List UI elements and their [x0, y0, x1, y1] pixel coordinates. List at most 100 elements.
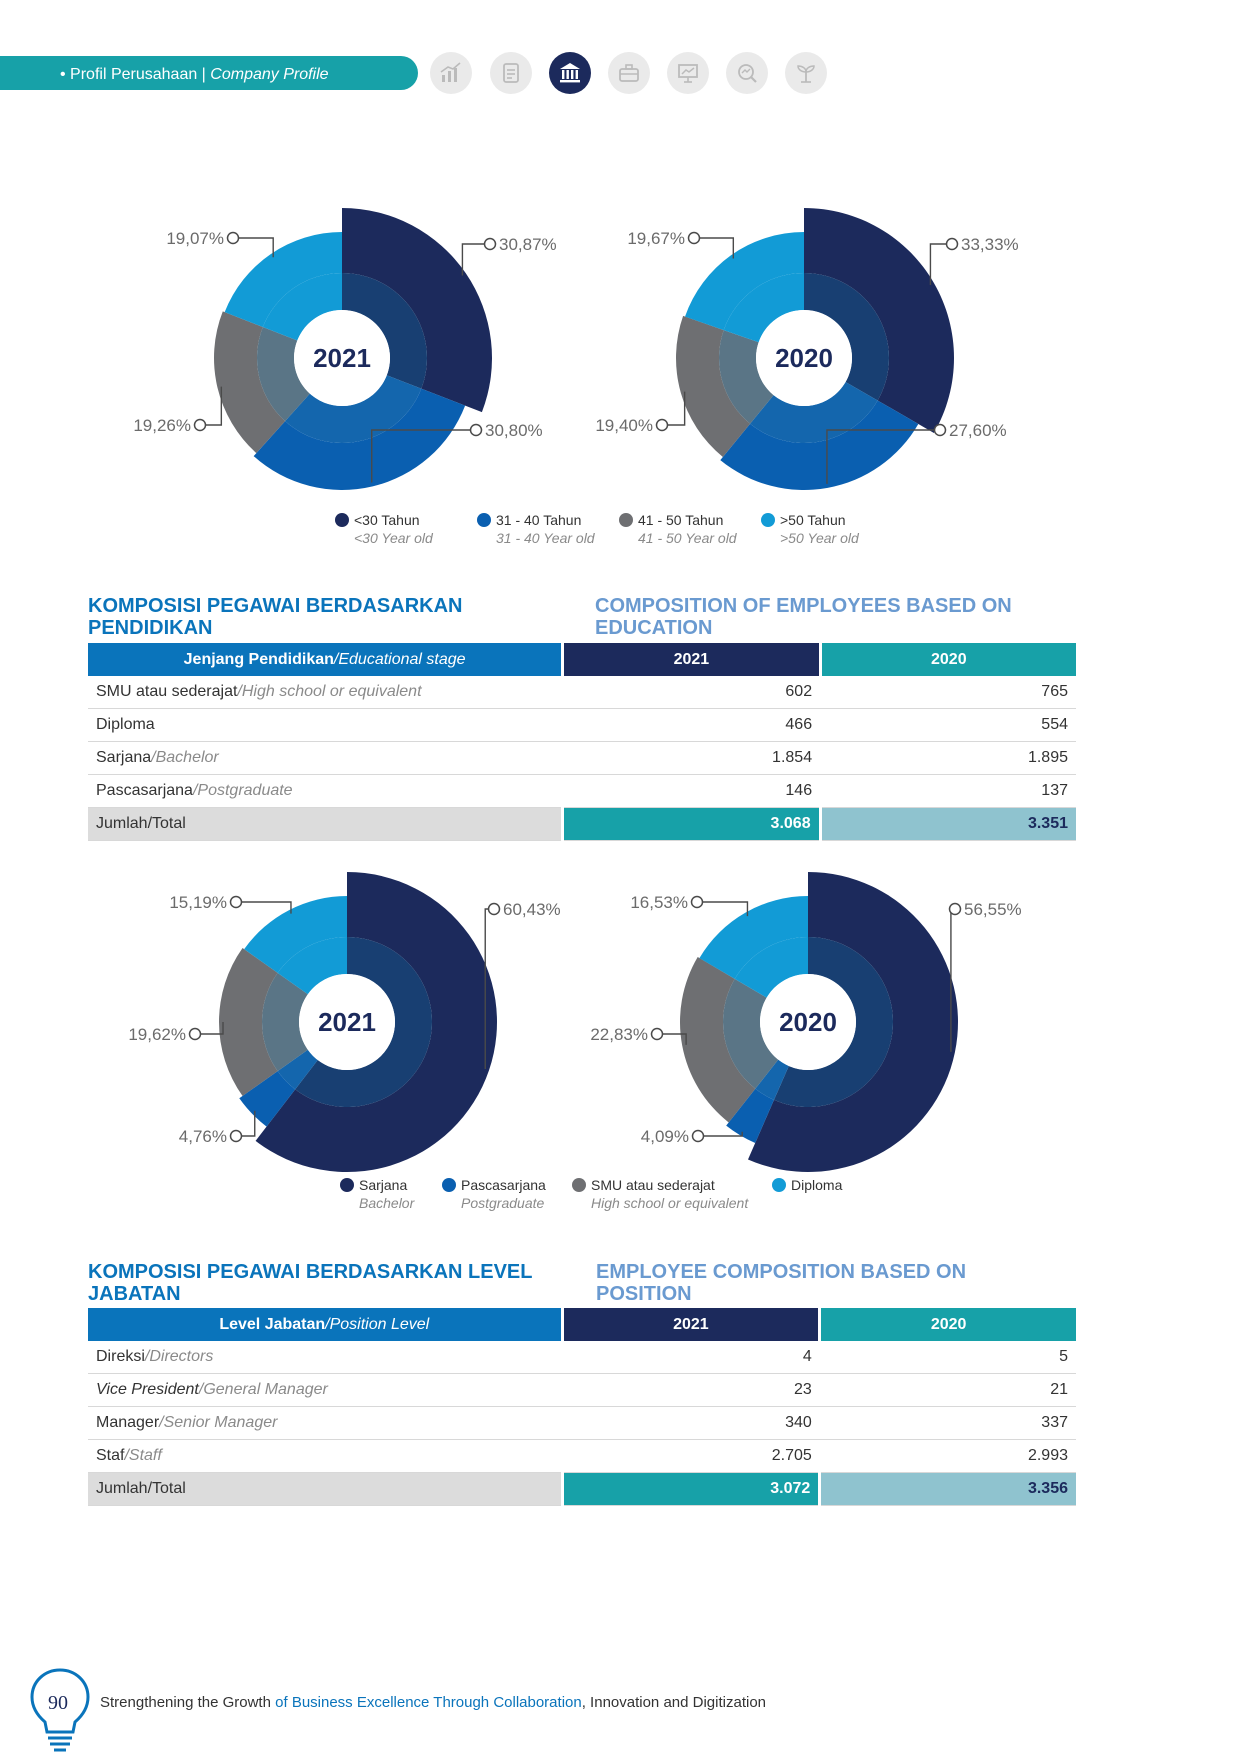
donut-svg: 2021 60,43% 4,76% 19,62% 15,19% — [128, 872, 561, 1172]
analytics-icon[interactable] — [726, 52, 768, 94]
percent-label: 4,09% — [641, 1127, 689, 1146]
table-row: Staf/Staff 2.705 2.993 — [88, 1439, 1076, 1473]
donut-slice-inner — [277, 1049, 318, 1090]
leader-line — [236, 901, 292, 914]
leader-marker — [487, 902, 501, 916]
legend-dot — [772, 1178, 786, 1192]
column-header-stage: Jenjang Pendidikan/Educational stage — [88, 643, 563, 676]
cell-2021: 340 — [562, 1406, 820, 1440]
total-label: Jumlah/Total — [88, 807, 563, 841]
leader-marker — [691, 1129, 705, 1143]
legend-item-31-40: 31 - 40 Tahun 31 - 40 Year old — [477, 511, 597, 547]
legend-item-high-school: SMU atau sederajat High school or equival… — [572, 1176, 750, 1212]
donut-slice-inner — [261, 972, 308, 1072]
table-total-row: Jumlah/Total 3.072 3.356 — [88, 1472, 1076, 1506]
donut-center-year: 2021 — [318, 1007, 376, 1037]
donut-slice-outer — [720, 400, 919, 491]
lightbulb-icon — [30, 1668, 90, 1752]
legend-label: Sarjana — [359, 1177, 408, 1193]
legend-dot — [477, 513, 491, 527]
presentation-icon[interactable] — [667, 52, 709, 94]
donut-slice-inner — [277, 937, 347, 995]
position-title-en: EMPLOYEE COMPOSITION BASED ON POSITION — [596, 1261, 967, 1305]
legend-dot — [335, 513, 349, 527]
donut-slice-outer — [726, 1088, 774, 1143]
leader-marker — [483, 237, 497, 251]
percent-label: 4,76% — [179, 1127, 227, 1146]
legend-dot — [442, 1178, 456, 1192]
total-2020: 3.356 — [818, 1472, 1076, 1506]
section-breadcrumb[interactable]: • Profil Perusahaan | Company Profile — [60, 66, 329, 83]
briefcase-icon[interactable] — [608, 52, 650, 94]
leader-line — [662, 391, 686, 426]
leader-marker — [650, 1027, 664, 1041]
legend-sublabel: High school or equivalent — [591, 1195, 749, 1211]
cell-2021: 466 — [562, 708, 821, 742]
cell-2020: 137 — [820, 774, 1076, 808]
legend-label: 31 - 40 Tahun — [496, 512, 582, 528]
legend-label: SMU atau sederajat — [591, 1177, 715, 1193]
cell-2020: 765 — [820, 676, 1076, 709]
row-label: Sarjana/Bachelor — [88, 741, 563, 775]
header-bar — [0, 56, 418, 90]
donut-hole — [294, 310, 390, 406]
legend-sublabel: 31 - 40 Year old — [496, 530, 595, 546]
legend-dot — [572, 1178, 586, 1192]
donut-slice-inner — [285, 375, 422, 443]
table-header-row: Level Jabatan/Position Level 2021 2020 — [88, 1308, 1076, 1341]
leader-marker — [193, 418, 207, 432]
table-row: Manager/Senior Manager 340 337 — [88, 1406, 1076, 1440]
legend-item-diploma: Diploma — [772, 1176, 862, 1212]
donut-hole — [760, 974, 856, 1070]
leader-marker — [948, 902, 962, 916]
leader-marker — [687, 231, 701, 245]
column-header-level: Level Jabatan/Position Level — [88, 1308, 563, 1341]
donut-slice-inner — [723, 273, 804, 343]
sprout-icon[interactable] — [785, 52, 827, 94]
donut-slice-inner — [719, 330, 774, 424]
legend-sublabel: >50 Year old — [780, 530, 859, 546]
age-legend: <30 Tahun <30 Year old 31 - 40 Tahun 31 - … — [335, 511, 903, 547]
legend-item-under-30: <30 Tahun <30 Year old — [335, 511, 455, 547]
cell-2021: 2.705 — [562, 1439, 820, 1473]
section-title-en: Company Profile — [210, 66, 329, 83]
institution-icon[interactable] — [549, 52, 591, 94]
leader-marker — [188, 1027, 202, 1041]
legend-sublabel: Postgraduate — [461, 1195, 545, 1211]
donut-slice-inner — [295, 937, 433, 1107]
donut-slice-outer — [253, 388, 466, 491]
table-row: Vice President/General Manager 23 21 — [88, 1373, 1076, 1407]
donut-svg: 2020 33,33% 27,60% 19,40% 19,67% — [595, 208, 1019, 491]
donut-center-year: 2020 — [775, 343, 833, 373]
legend-sublabel: <30 Year old — [354, 530, 433, 546]
donut-slice-inner — [734, 937, 808, 998]
leader-marker — [226, 231, 240, 245]
donut-slice-inner — [755, 1059, 789, 1100]
donut-slice-inner — [262, 273, 342, 341]
leader-marker — [945, 237, 959, 251]
table-row: SMU atau sederajat/High school or equiva… — [88, 676, 1076, 709]
legend-label: Diploma — [791, 1177, 843, 1193]
donut-slice-outer — [679, 957, 756, 1123]
legend-dot — [619, 513, 633, 527]
donut-slice-outer — [244, 896, 347, 973]
cell-2021: 23 — [562, 1373, 820, 1407]
row-label: Vice President/General Manager — [88, 1373, 563, 1407]
donut-slice-outer — [804, 208, 954, 433]
column-header-2021: 2021 — [561, 643, 821, 676]
leader-marker — [469, 423, 483, 437]
leader-marker — [690, 895, 704, 909]
percent-label: 19,40% — [595, 416, 653, 435]
table-row: Pascasarjana/Postgraduate 146 137 — [88, 774, 1076, 808]
leader-line — [233, 237, 274, 258]
percent-label: 19,26% — [133, 416, 191, 435]
legend-item-postgraduate: Pascasarjana Postgraduate — [442, 1176, 550, 1212]
chart-icon[interactable] — [430, 52, 472, 94]
percent-label: 27,60% — [949, 421, 1007, 440]
donut-slice-outer — [218, 948, 278, 1096]
percent-label: 22,83% — [590, 1025, 648, 1044]
position-title-id: KOMPOSISI PEGAWAI BERDASARKAN LEVEL JABA… — [88, 1261, 533, 1305]
education-table: Jenjang Pendidikan/Educational stage 202… — [88, 643, 1076, 841]
total-2020: 3.351 — [818, 807, 1076, 841]
document-icon[interactable] — [490, 52, 532, 94]
